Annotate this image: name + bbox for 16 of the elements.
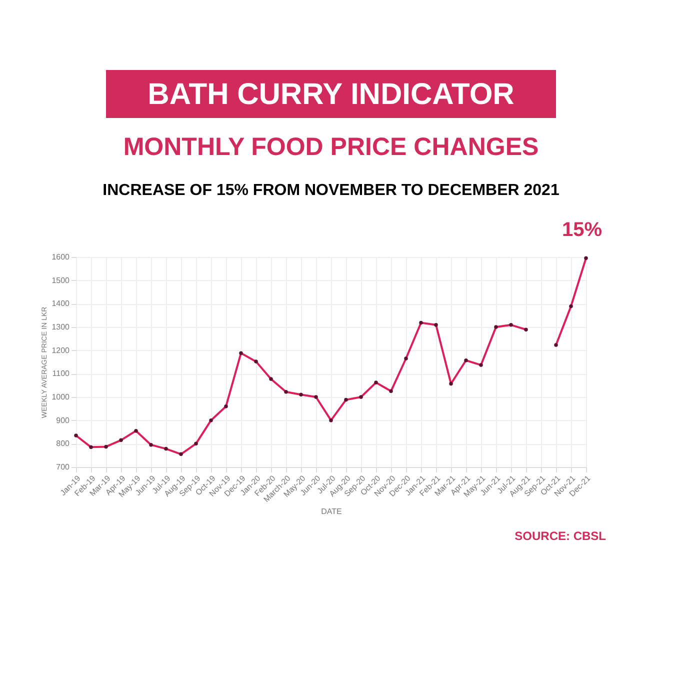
y-tick-label: 1600 bbox=[52, 252, 70, 262]
y-tick-label: 1200 bbox=[52, 346, 70, 355]
x-axis-title: DATE bbox=[321, 507, 342, 516]
annotation: 15% bbox=[562, 219, 602, 242]
y-tick-label: 700 bbox=[56, 462, 70, 472]
text: INCREASE OF 15% FROM NOVEMBER TO DECEMBER 2021 bbox=[102, 182, 560, 199]
y-tick-label: 1500 bbox=[52, 276, 70, 285]
y-tick-label: 1300 bbox=[52, 322, 70, 332]
y-tick-label: 1400 bbox=[52, 299, 70, 308]
y-tick-label: 1000 bbox=[52, 392, 70, 402]
chart-title: BATH CURRY INDICATOR bbox=[148, 78, 515, 111]
source-note: SOURCE: CBSL bbox=[514, 529, 606, 543]
y-tick-label: 900 bbox=[56, 416, 70, 425]
chart-subtitle: MONTHLY FOOD PRICE CHANGES bbox=[123, 133, 539, 161]
y-tick-label: 1100 bbox=[52, 369, 70, 378]
y-tick-label: 800 bbox=[56, 439, 70, 448]
